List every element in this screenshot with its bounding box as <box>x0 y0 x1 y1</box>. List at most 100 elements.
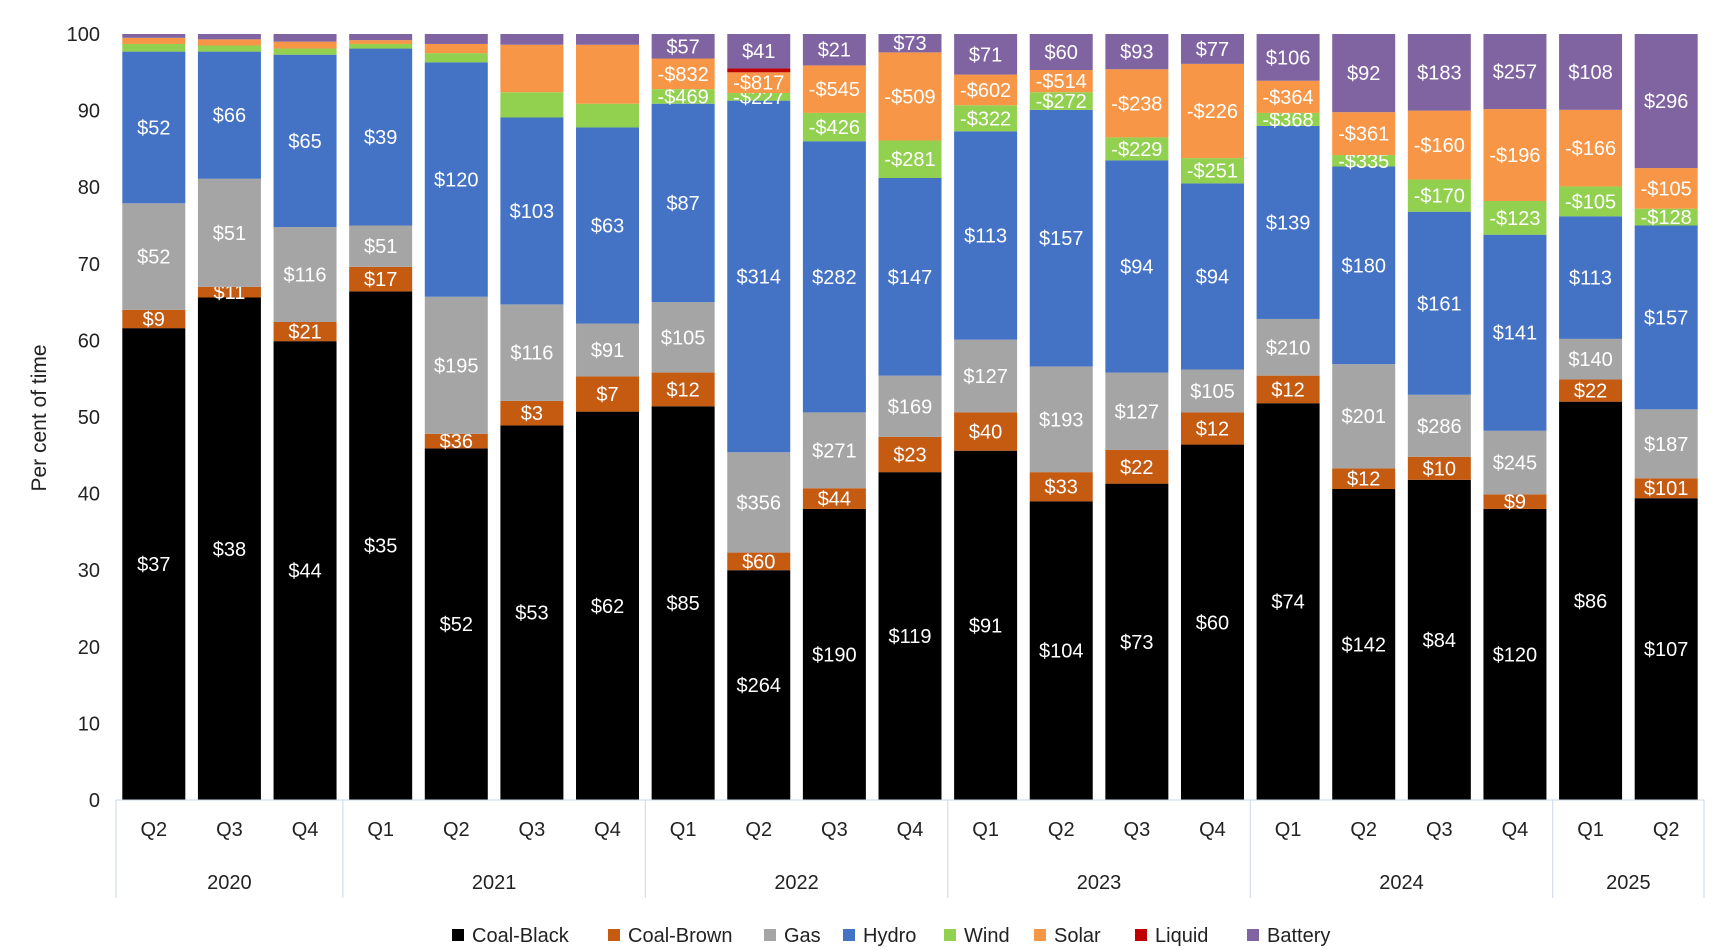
data-label: $127 <box>963 366 1008 388</box>
x-axis: Q2 Q3 Q4 Q1 Q2 Q3 Q4 Q1 Q2 Q3 Q4 Q1 Q2 Q3 Q4 Q1 Q2 Q3 Q4 Q1… <box>115 799 1705 898</box>
y-tick-label: 100 <box>67 24 100 46</box>
bar-segment-coal-black <box>1332 489 1396 800</box>
data-label: $94 <box>1120 256 1153 278</box>
bar-segment-coal-black <box>122 328 186 800</box>
bar-segment-solar <box>1180 63 1244 159</box>
data-label: $9 <box>1504 492 1526 514</box>
x-tick-label: Q3 <box>519 819 546 841</box>
legend-entry: Liquid <box>1155 925 1208 947</box>
bar-segment-coal-black <box>1559 401 1623 800</box>
bar-segment-hydro <box>1256 125 1320 319</box>
bar-segment-gas <box>1407 394 1471 457</box>
legend-entry: Solar <box>1054 925 1101 947</box>
data-label: $60 <box>1045 42 1078 64</box>
bar-segment-solar <box>727 72 791 93</box>
bar-segment-wind <box>802 112 866 142</box>
legend-entry: Hydro <box>863 925 916 947</box>
bar-segment-gas <box>802 412 866 489</box>
bar-segment-solar <box>651 58 715 90</box>
bar-segment-wind <box>878 140 942 178</box>
data-label: $39 <box>364 127 397 149</box>
data-label: -$105 <box>1565 191 1616 213</box>
bar-segment-solar <box>954 74 1018 106</box>
bar-segment-wind <box>727 92 791 101</box>
bar-segment-gas <box>1105 372 1169 450</box>
data-label: $41 <box>742 41 775 63</box>
data-label: $183 <box>1417 62 1462 84</box>
data-label: $60 <box>742 551 775 573</box>
data-label: $21 <box>288 322 321 344</box>
data-label: -$817 <box>733 73 784 95</box>
data-label: $139 <box>1266 212 1311 234</box>
x-tick-label: Q3 <box>1426 819 1453 841</box>
data-label: $10 <box>1423 458 1456 480</box>
data-label: $195 <box>434 355 479 377</box>
x-group-label: 2024 <box>1379 872 1424 894</box>
bar-segment-battery <box>954 34 1018 75</box>
bar-segment-gas <box>122 203 186 310</box>
data-label: $264 <box>737 675 782 697</box>
bar-segment-solar <box>1634 168 1698 209</box>
bar-segment-coal-brown <box>1332 468 1396 489</box>
bar-segment-solar <box>1483 109 1547 201</box>
y-tick-label: 60 <box>78 330 100 352</box>
x-group-label: 2025 <box>1606 872 1651 894</box>
y-axis-label: Per cent of time <box>28 344 51 491</box>
data-label: $77 <box>1196 39 1229 61</box>
data-label: $92 <box>1347 63 1380 85</box>
data-label: $101 <box>1644 478 1689 500</box>
legend-entry: Coal-Black <box>472 925 570 947</box>
bar-segment-solar <box>1029 70 1093 93</box>
data-label: $286 <box>1417 416 1462 438</box>
data-label: -$602 <box>960 80 1011 102</box>
bar-segment-gas <box>1559 338 1623 380</box>
bar-segment-wind <box>1256 112 1320 126</box>
x-tick-label: Q4 <box>1502 819 1529 841</box>
data-label: $169 <box>888 396 933 418</box>
data-label: $104 <box>1039 641 1084 663</box>
bar-segment-coal-black <box>576 411 640 800</box>
bar-segment-hydro <box>1180 183 1244 370</box>
data-label: $22 <box>1120 457 1153 479</box>
bar-segment-battery <box>1634 34 1698 169</box>
data-label: $108 <box>1568 62 1613 84</box>
bar-segment-gas <box>1483 430 1547 495</box>
bar-segment-hydro <box>1029 109 1093 367</box>
bar-segment-coal-brown <box>1256 375 1320 404</box>
x-tick-label: Q2 <box>443 819 470 841</box>
bar-segment-coal-brown <box>1634 478 1698 499</box>
bar-segment-solar <box>197 39 261 46</box>
bar-segment-hydro <box>1559 216 1623 339</box>
legend-swatch <box>1247 929 1259 941</box>
data-label: $65 <box>288 131 321 153</box>
bar-segment-hydro <box>1483 234 1547 431</box>
data-label: $52 <box>440 614 473 636</box>
legend: Coal-Black Coal-Brown Gas Hydro Wind Solar Liq… <box>452 925 1330 947</box>
data-label: $103 <box>510 201 555 223</box>
bar-segment-battery <box>1332 34 1396 113</box>
bar-segment-battery <box>727 34 791 69</box>
data-label: $60 <box>1196 612 1229 634</box>
bar-segment-wind <box>500 92 564 118</box>
data-label: $84 <box>1423 630 1456 652</box>
bar-segment-coal-black <box>1256 403 1320 800</box>
y-tick-label: 70 <box>78 254 100 276</box>
bar-segment-hydro <box>273 54 337 228</box>
y-tick-label: 80 <box>78 177 100 199</box>
data-label: $187 <box>1644 434 1689 456</box>
bar-segment-battery <box>122 34 186 38</box>
data-label: $21 <box>818 40 851 62</box>
data-label: -$364 <box>1263 87 1314 109</box>
bar-segment-coal-black <box>727 570 791 800</box>
bar-segment-coal-black <box>651 406 715 800</box>
data-label: $180 <box>1341 255 1386 277</box>
bar-segment-battery <box>1105 34 1169 70</box>
data-label: $107 <box>1644 639 1689 661</box>
data-label: $190 <box>812 644 857 666</box>
bar-segment-battery <box>1483 34 1547 110</box>
bar-segment-coal-black <box>1029 501 1093 800</box>
data-label: -$469 <box>658 86 709 108</box>
data-label: -$229 <box>1111 139 1162 161</box>
bar-segment-coal-black <box>424 448 488 800</box>
